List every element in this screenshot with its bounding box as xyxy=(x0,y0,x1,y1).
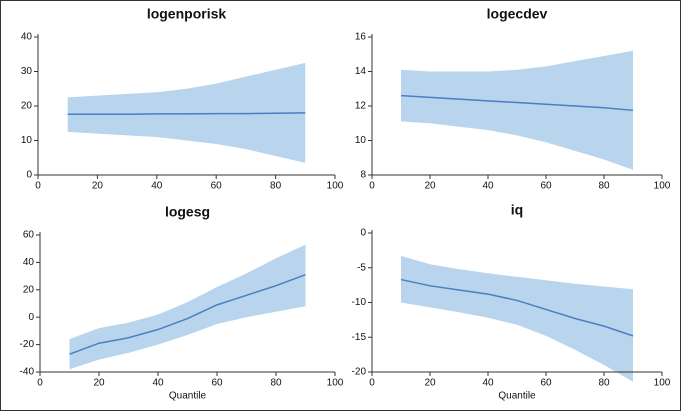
x-tick-label: 20 xyxy=(93,378,105,389)
estimate-line xyxy=(67,112,306,116)
x-tick-label: 80 xyxy=(270,181,282,192)
y-tick-label: 0 xyxy=(26,170,32,181)
y-tick-label: 40 xyxy=(21,32,33,43)
x-tick-label: 100 xyxy=(327,378,344,389)
x-axis-label: Quantile xyxy=(498,391,536,402)
x-tick-label: 60 xyxy=(211,378,223,389)
x-tick-label: 100 xyxy=(654,181,671,192)
chart-title: iq xyxy=(511,202,523,218)
y-tick-label: 30 xyxy=(21,66,33,77)
x-tick-label: 60 xyxy=(540,181,552,192)
estimate-line xyxy=(400,278,634,337)
x-tick-label: 40 xyxy=(482,378,494,389)
y-tick-label: 20 xyxy=(21,101,33,112)
y-tick-label: -5 xyxy=(357,262,366,273)
y-tick-label: -10 xyxy=(352,297,367,308)
chart-title: logecdev xyxy=(487,6,548,22)
y-tick-label: -40 xyxy=(20,367,35,378)
x-tick-label: 100 xyxy=(327,181,344,192)
x-tick-label: 20 xyxy=(424,378,436,389)
x-tick-label: 40 xyxy=(151,181,163,192)
x-tick-label: 40 xyxy=(152,378,164,389)
chart-title: logenporisk xyxy=(147,6,227,22)
y-tick-label: -20 xyxy=(20,339,35,350)
x-tick-label: 60 xyxy=(540,378,552,389)
y-tick-label: 20 xyxy=(23,284,35,295)
x-axis-label: Quantile xyxy=(169,391,207,402)
y-tick-label: 10 xyxy=(21,135,33,146)
y-tick-label: 40 xyxy=(23,257,35,268)
x-tick-label: 20 xyxy=(92,181,104,192)
confidence-band xyxy=(401,255,633,382)
y-tick-label: 0 xyxy=(360,228,366,239)
y-tick-label: 12 xyxy=(355,101,367,112)
y-tick-label: 0 xyxy=(28,312,34,323)
confidence-band xyxy=(401,50,633,170)
x-tick-label: 80 xyxy=(270,378,282,389)
y-tick-label: 8 xyxy=(360,170,366,181)
confidence-band xyxy=(67,62,306,163)
x-tick-label: 40 xyxy=(482,181,494,192)
y-tick-label: 10 xyxy=(355,135,367,146)
y-tick-label: 60 xyxy=(23,230,35,241)
estimate-line xyxy=(69,274,306,355)
x-tick-label: 0 xyxy=(37,378,43,389)
x-tick-label: 80 xyxy=(598,181,610,192)
x-tick-label: 60 xyxy=(211,181,223,192)
y-tick-label: -15 xyxy=(352,332,367,343)
x-tick-label: 20 xyxy=(424,181,436,192)
x-tick-label: 0 xyxy=(35,181,41,192)
x-tick-label: 100 xyxy=(654,378,671,389)
y-tick-label: 16 xyxy=(355,32,367,43)
x-tick-label: 0 xyxy=(369,181,375,192)
chart-title: logesg xyxy=(165,204,210,220)
y-tick-label: 14 xyxy=(355,66,367,77)
y-tick-label: -20 xyxy=(352,367,367,378)
x-tick-label: 0 xyxy=(369,378,375,389)
x-tick-label: 80 xyxy=(598,378,610,389)
estimate-line xyxy=(400,94,634,112)
